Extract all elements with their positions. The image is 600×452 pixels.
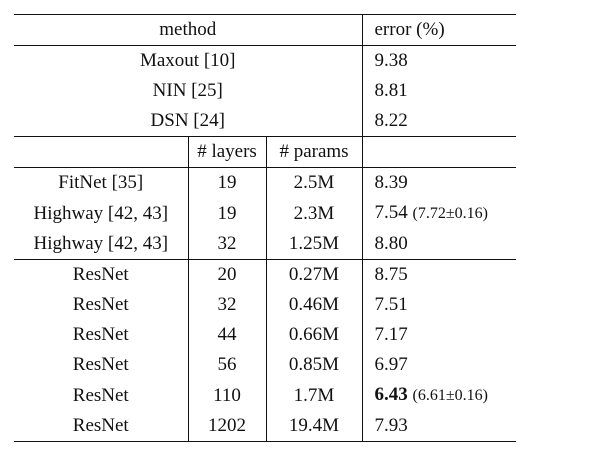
params-cell: 1.25M — [266, 229, 363, 260]
table-row: ResNet 1202 19.4M 7.93 — [14, 411, 516, 442]
method-cell: ResNet — [14, 259, 189, 290]
params-cell: 1.7M — [266, 380, 363, 411]
params-cell: 2.3M — [266, 198, 363, 229]
params-cell: 0.46M — [266, 290, 363, 320]
table-row: ResNet 110 1.7M 6.43 (6.61±0.16) — [14, 380, 516, 411]
method-cell: Maxout [10] — [14, 45, 363, 76]
header-row: method error (%) — [14, 14, 516, 46]
table-row: ResNet 32 0.46M 7.51 — [14, 290, 516, 320]
table-row: NIN [25] 8.81 — [14, 76, 516, 106]
error-note: (7.72±0.16) — [412, 205, 488, 222]
subheader-row: # layers # params — [14, 136, 516, 168]
table-row: ResNet 20 0.27M 8.75 — [14, 259, 516, 290]
params-cell: 19.4M — [266, 411, 363, 442]
error-cell: 7.93 — [362, 411, 516, 442]
error-value: 7.17 — [374, 324, 408, 345]
method-cell: ResNet — [14, 411, 189, 442]
error-value: 6.97 — [374, 354, 408, 375]
layers-cell: 20 — [188, 259, 267, 290]
error-cell: 7.51 — [362, 290, 516, 320]
method-cell: DSN [24] — [14, 106, 363, 137]
error-note: (6.61±0.16) — [412, 387, 488, 404]
error-value: 7.51 — [374, 294, 408, 315]
error-value: 7.54 — [374, 202, 408, 223]
params-cell: 0.85M — [266, 350, 363, 380]
header-method: method — [14, 14, 363, 46]
error-value: 8.75 — [374, 264, 408, 285]
error-cell: 6.97 — [362, 350, 516, 380]
layers-cell: 19 — [188, 198, 267, 229]
error-cell: 8.80 — [362, 229, 516, 260]
layers-cell: 1202 — [188, 411, 267, 442]
table-row: ResNet 44 0.66M 7.17 — [14, 320, 516, 350]
params-cell: 2.5M — [266, 167, 363, 198]
method-cell: ResNet — [14, 350, 189, 380]
method-cell: Highway [42, 43] — [14, 198, 189, 229]
error-cell: 8.39 — [362, 167, 516, 198]
table-row: Highway [42, 43] 19 2.3M 7.54 (7.72±0.16… — [14, 198, 516, 229]
subheader-layers: # layers — [188, 136, 267, 168]
error-cell: 7.17 — [362, 320, 516, 350]
error-value: 7.93 — [374, 415, 408, 436]
method-cell: ResNet — [14, 320, 189, 350]
error-cell: 9.38 — [362, 45, 516, 76]
method-cell: FitNet [35] — [14, 167, 189, 198]
table-row: DSN [24] 8.22 — [14, 106, 516, 137]
method-cell: ResNet — [14, 380, 189, 411]
layers-cell: 32 — [188, 290, 267, 320]
error-cell: 8.81 — [374, 80, 408, 101]
results-table: method error (%) Maxout [10] 9.38 NIN [2… — [14, 14, 516, 442]
layers-cell: 110 — [188, 380, 267, 411]
layers-cell: 56 — [188, 350, 267, 380]
header-error: error (%) — [362, 14, 516, 46]
table-row: Highway [42, 43] 32 1.25M 8.80 — [14, 229, 516, 260]
error-cell: 8.22 — [374, 110, 408, 131]
table-row: ResNet 56 0.85M 6.97 — [14, 350, 516, 380]
subheader-blank — [14, 136, 189, 168]
error-cell: 8.75 — [362, 259, 516, 290]
method-cell: Highway [42, 43] — [14, 229, 189, 260]
params-cell: 0.27M — [266, 259, 363, 290]
method-cell: NIN [25] — [14, 76, 363, 106]
layers-cell: 19 — [188, 167, 267, 198]
error-cell: 7.54 (7.72±0.16) — [362, 198, 516, 229]
method-cell: ResNet — [14, 290, 189, 320]
params-cell: 0.66M — [266, 320, 363, 350]
error-value-best: 6.43 — [374, 384, 408, 405]
subheader-params: # params — [266, 136, 363, 168]
subheader-error-blank — [362, 136, 516, 168]
error-cell: 6.43 (6.61±0.16) — [362, 380, 516, 411]
layers-cell: 44 — [188, 320, 267, 350]
layers-cell: 32 — [188, 229, 267, 260]
table-row: FitNet [35] 19 2.5M 8.39 — [14, 167, 516, 198]
table-row: Maxout [10] 9.38 — [14, 45, 516, 76]
error-value: 8.80 — [374, 233, 408, 254]
error-value: 8.39 — [374, 172, 408, 193]
